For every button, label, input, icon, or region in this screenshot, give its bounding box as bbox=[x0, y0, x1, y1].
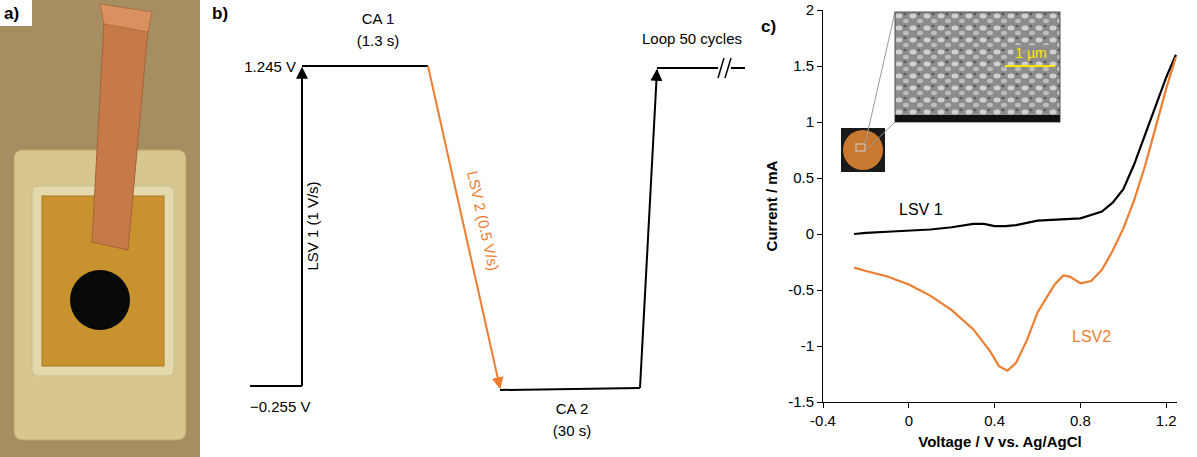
svg-text:0.8: 0.8 bbox=[1070, 412, 1091, 429]
svg-text:LSV2: LSV2 bbox=[1072, 328, 1111, 345]
svg-text:−0.255 V: −0.255 V bbox=[250, 398, 310, 415]
svg-text:CA 2: CA 2 bbox=[556, 400, 589, 417]
svg-text:-0.4: -0.4 bbox=[810, 412, 836, 429]
svg-text:CA 1: CA 1 bbox=[362, 10, 395, 27]
svg-text:Loop 50 cycles: Loop 50 cycles bbox=[642, 30, 742, 47]
svg-text:Current / mA: Current / mA bbox=[763, 160, 780, 251]
svg-text:1: 1 bbox=[806, 113, 814, 130]
svg-text:1.2: 1.2 bbox=[1156, 412, 1177, 429]
svg-text:1.245 V: 1.245 V bbox=[244, 58, 296, 75]
svg-text:0: 0 bbox=[806, 225, 814, 242]
svg-text:LSV 1 (1 V/s): LSV 1 (1 V/s) bbox=[304, 181, 321, 270]
svg-text:LSV 2 (0.5 V/s): LSV 2 (0.5 V/s) bbox=[464, 169, 503, 272]
svg-text:(1.3 s): (1.3 s) bbox=[357, 32, 400, 49]
svg-text:0.4: 0.4 bbox=[984, 412, 1005, 429]
svg-text:-1: -1 bbox=[801, 337, 814, 354]
svg-text:1 µm: 1 µm bbox=[1015, 45, 1046, 61]
svg-text:-0.5: -0.5 bbox=[788, 281, 814, 298]
svg-text:0: 0 bbox=[905, 412, 913, 429]
svg-text:0.5: 0.5 bbox=[793, 169, 814, 186]
svg-text:(30 s): (30 s) bbox=[553, 422, 591, 439]
svg-text:Voltage / V vs. Ag/AgCl: Voltage / V vs. Ag/AgCl bbox=[918, 433, 1081, 450]
svg-text:a): a) bbox=[4, 4, 19, 23]
svg-text:1.5: 1.5 bbox=[793, 57, 814, 74]
svg-text:2: 2 bbox=[806, 1, 814, 18]
svg-text:-1.5: -1.5 bbox=[788, 393, 814, 410]
svg-text:LSV 1: LSV 1 bbox=[899, 201, 943, 218]
svg-text:c): c) bbox=[761, 17, 776, 36]
svg-text:b): b) bbox=[212, 4, 228, 23]
